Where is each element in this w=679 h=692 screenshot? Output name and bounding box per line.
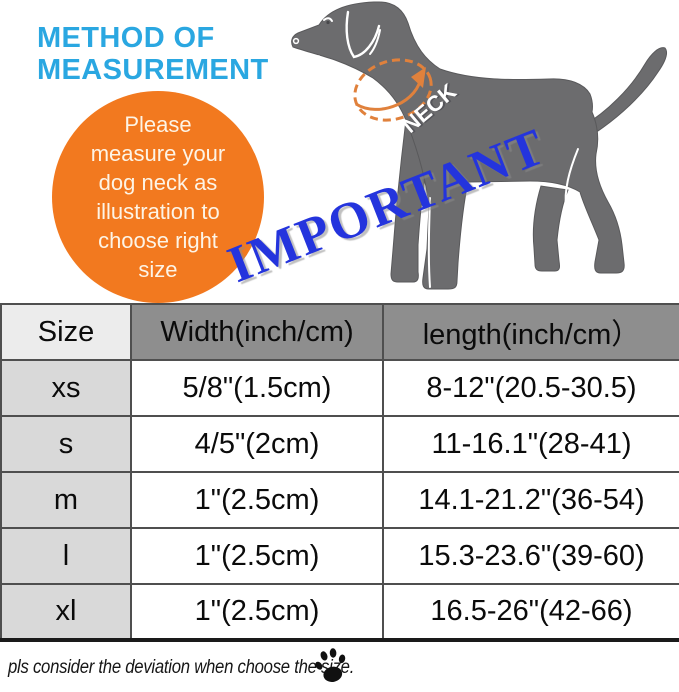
width-cell: 1"(2.5cm) [130, 471, 384, 529]
column-header-size: Size [0, 303, 132, 361]
paw-print-icon [315, 648, 346, 682]
dog-body [291, 1, 625, 290]
dog-ear-outline [345, 10, 381, 59]
length-cell: 15.3-23.6"(39-60) [382, 527, 679, 585]
deviation-note-text: pls consider the deviation when choose t… [8, 657, 355, 678]
table-row-xl: xl 1"(2.5cm) 16.5-26"(42-66) [0, 583, 679, 641]
size-cell: m [0, 471, 132, 529]
size-cell: l [0, 527, 132, 585]
column-header-width: Width(inch/cm) [130, 303, 384, 361]
table-row-l: l 1"(2.5cm) 15.3-23.6"(39-60) [0, 527, 679, 585]
dog-illustration: NECK NECK [279, 0, 679, 300]
size-table-header-row: Size Width(inch/cm) length(inch/cm） [0, 303, 679, 361]
width-cell: 1"(2.5cm) [130, 583, 384, 641]
deviation-note: pls consider the deviation when choose t… [8, 657, 401, 679]
dog-far-rear-leg [532, 185, 569, 272]
length-cell: 16.5-26"(42-66) [382, 583, 679, 641]
size-cell: xs [0, 359, 132, 417]
neck-measure-ellipse [353, 58, 433, 122]
dog-tail [582, 47, 668, 134]
table-row-s: s 4/5"(2cm) 11-16.1"(28-41) [0, 415, 679, 473]
dog-silhouette-svg: NECK NECK [291, 1, 668, 290]
length-cell: 8-12"(20.5-30.5) [382, 359, 679, 417]
instruction-text: Please measure your dog neck as illustra… [90, 112, 226, 282]
dog-eye-dot [326, 20, 330, 25]
width-cell: 1"(2.5cm) [130, 527, 384, 585]
size-cell: xl [0, 583, 132, 641]
dog-eye-line [323, 17, 333, 22]
page-title: METHOD OF MEASUREMENT [37, 22, 269, 86]
size-cell: s [0, 415, 132, 473]
length-cell: 14.1-21.2"(36-54) [382, 471, 679, 529]
length-cell: 11-16.1"(28-41) [382, 415, 679, 473]
neck-measure-solid-arc [355, 75, 423, 111]
title-line-1: METHOD OF [37, 22, 215, 54]
dog-nostril [292, 37, 300, 45]
dog-front-leg-separator [427, 197, 431, 288]
table-row-m: m 1"(2.5cm) 14.1-21.2"(36-54) [0, 471, 679, 529]
dog-ear-back-line [369, 29, 381, 55]
column-header-length: length(inch/cm） [382, 303, 679, 361]
instruction-bubble: Please measure your dog neck as illustra… [52, 91, 264, 303]
neck-measure-arrowhead [411, 67, 426, 88]
size-table: Size Width(inch/cm) length(inch/cm） xs 5… [0, 303, 679, 642]
width-cell: 5/8"(1.5cm) [130, 359, 384, 417]
width-cell: 4/5"(2cm) [130, 415, 384, 473]
dog-thigh-line [564, 148, 579, 210]
dog-mouth-line [298, 51, 320, 58]
title-line-2: MEASUREMENT [37, 54, 269, 86]
table-row-xs: xs 5/8"(1.5cm) 8-12"(20.5-30.5) [0, 359, 679, 417]
